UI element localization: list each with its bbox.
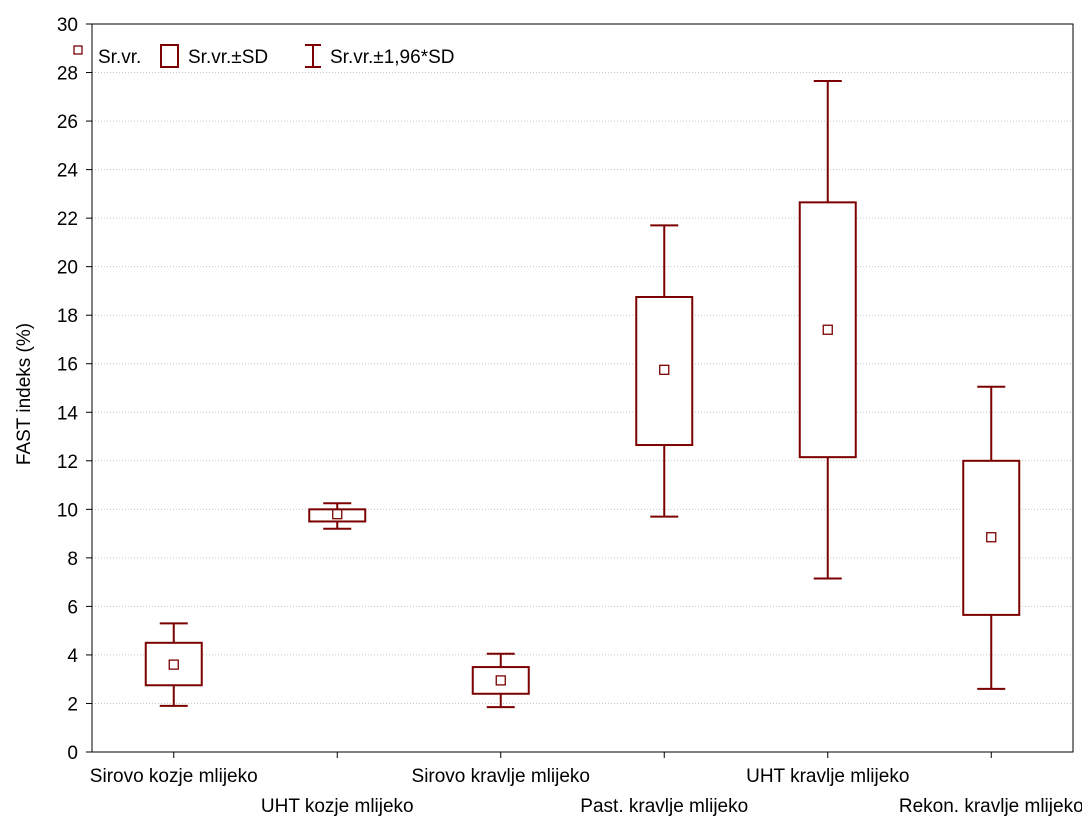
y-tick-label: 30 bbox=[57, 15, 78, 36]
box-group bbox=[635, 224, 694, 518]
y-tick-label: 8 bbox=[67, 549, 78, 570]
box-group bbox=[962, 385, 1021, 690]
y-tick-label: 16 bbox=[57, 355, 78, 376]
x-category-label: Sirovo kravlje mlijeko bbox=[412, 766, 590, 787]
box-group bbox=[798, 80, 857, 580]
mean-marker bbox=[168, 659, 179, 670]
boxes bbox=[144, 80, 1021, 709]
y-tick-label: 24 bbox=[57, 161, 79, 182]
x-category-label: Past. kravlje mlijeko bbox=[580, 796, 748, 817]
legend-label-mean: Sr.vr. bbox=[98, 47, 141, 68]
y-tick-label: 0 bbox=[67, 743, 78, 764]
mean-marker bbox=[495, 675, 506, 686]
y-tick-label: 12 bbox=[57, 452, 78, 473]
plot-frame bbox=[91, 23, 1074, 753]
box-group bbox=[144, 622, 203, 707]
mean-marker bbox=[332, 509, 343, 520]
y-tick-label: 10 bbox=[57, 500, 78, 521]
y-tick-label: 28 bbox=[57, 64, 78, 85]
legend-mean-marker bbox=[73, 45, 83, 55]
y-tick-label: 22 bbox=[57, 209, 78, 230]
box-group bbox=[471, 652, 530, 709]
legend-label-ci: Sr.vr.±1,96*SD bbox=[330, 47, 454, 68]
y-tick-label: 6 bbox=[67, 597, 78, 618]
x-category-label: UHT kravlje mlijeko bbox=[746, 766, 909, 787]
gridlines bbox=[92, 23, 1073, 704]
mean-marker bbox=[659, 364, 670, 375]
x-category-label: Sirovo kozje mlijeko bbox=[90, 766, 258, 787]
x-category-label: UHT kozje mlijeko bbox=[261, 796, 414, 817]
mean-marker bbox=[822, 324, 833, 335]
legend-label-sd: Sr.vr.±SD bbox=[188, 47, 268, 68]
y-axis-title: FAST indeks (%) bbox=[14, 323, 35, 465]
legend-box-marker bbox=[160, 44, 179, 68]
y-tick-label: 18 bbox=[57, 306, 78, 327]
y-tick-label: 20 bbox=[57, 258, 78, 279]
y-tick-label: 26 bbox=[57, 112, 78, 133]
x-category-label: Rekon. kravlje mlijeko bbox=[899, 796, 1082, 817]
y-tick-label: 14 bbox=[57, 403, 79, 424]
y-tick-label: 4 bbox=[67, 646, 78, 667]
y-tick-label: 2 bbox=[67, 694, 78, 715]
axes bbox=[91, 23, 1074, 753]
legend: Sr.vr. Sr.vr.±SD Sr.vr.±1,96*SD bbox=[73, 44, 454, 68]
box-group bbox=[308, 502, 367, 530]
mean-marker bbox=[986, 532, 997, 543]
